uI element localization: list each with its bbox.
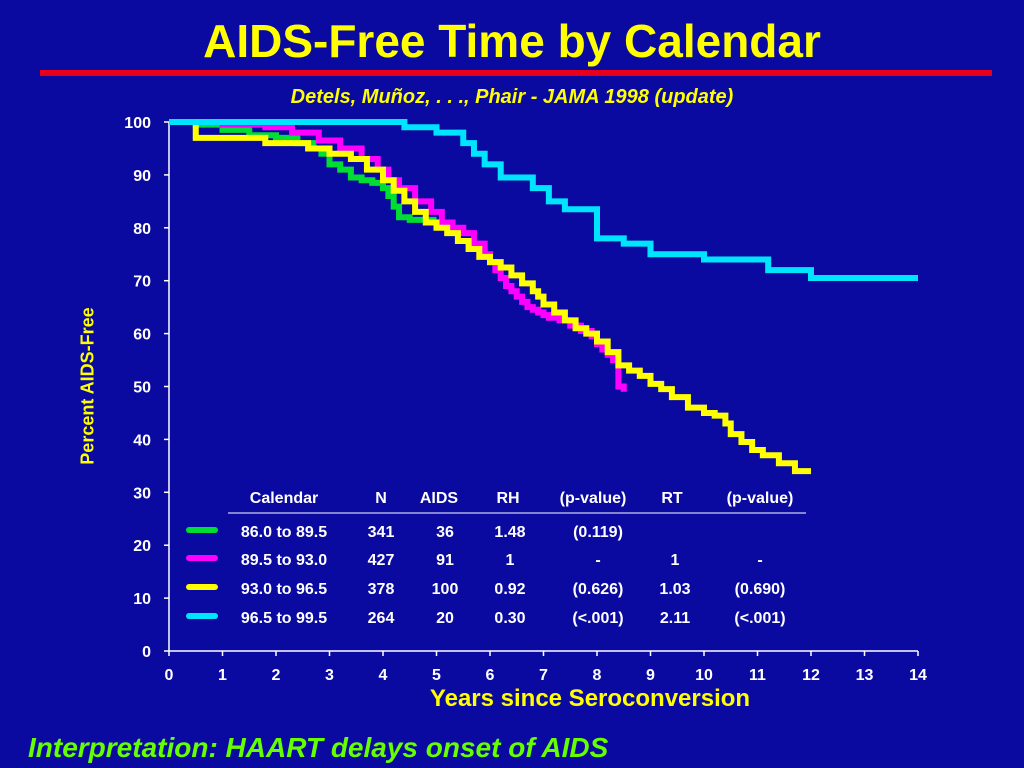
table-header-cell: Calendar: [250, 490, 318, 507]
table-header-cell: (p-value): [560, 490, 627, 507]
table-cell: 89.5 to 93.0: [241, 552, 327, 569]
legend-table: Calendar N AIDS RH (p-value) RT (p-value) 86.0 …: [186, 490, 806, 627]
x-tick-label: 11: [749, 667, 766, 684]
table-cell: 20: [436, 610, 454, 627]
x-tick-label: 7: [539, 667, 548, 684]
y-axis-label: Percent AIDS-Free: [77, 307, 98, 465]
x-tick-label: 2: [272, 667, 281, 684]
table-cell: 1: [671, 552, 680, 569]
table-cell: 2.11: [660, 610, 690, 627]
x-tick-label: 10: [695, 667, 713, 684]
x-tick-label: 6: [486, 667, 495, 684]
y-tick-label: 100: [124, 115, 151, 132]
y-tick-label: 80: [133, 221, 151, 238]
table-cell: (<.001): [734, 610, 785, 627]
table-cell: 341: [368, 524, 395, 541]
x-tick-label: 0: [165, 667, 174, 684]
interpretation-footer: Interpretation: HAART delays onset of AI…: [28, 732, 609, 763]
y-tick-label: 40: [133, 432, 151, 449]
series-lines: [169, 119, 918, 475]
y-tick-label: 30: [133, 485, 151, 502]
x-tick-label: 14: [909, 667, 927, 684]
y-tick-label: 50: [133, 380, 151, 397]
y-tick-label: 10: [133, 591, 151, 608]
table-cell: -: [595, 552, 600, 569]
table-cell: 100: [432, 581, 459, 598]
table-cell: -: [757, 552, 762, 569]
table-cell: (0.119): [573, 524, 623, 541]
table-cell: 96.5 to 99.5: [241, 610, 327, 627]
x-tick-label: 4: [379, 667, 388, 684]
table-cell: (0.626): [573, 581, 624, 598]
table-cell: 1.48: [494, 524, 525, 541]
table-header-cell: (p-value): [727, 490, 794, 507]
table-cell: 378: [368, 581, 395, 598]
slide-subtitle: Detels, Muñoz, . . ., Phair - JAMA 1998 …: [290, 86, 734, 108]
x-tick-label: 8: [593, 667, 602, 684]
series-line-93-0-to-96-5: [169, 119, 811, 475]
table-header-cell: RH: [496, 490, 519, 507]
table-cell: 93.0 to 96.5: [241, 581, 327, 598]
table-cell: 1: [506, 552, 515, 569]
y-tick-label: 60: [133, 327, 151, 344]
y-tick-label: 90: [133, 168, 151, 185]
x-tick-label: 5: [432, 667, 441, 684]
series-line-89-5-to-93-0: [169, 119, 627, 392]
x-tick-label: 13: [856, 667, 874, 684]
title-underline-rule: [40, 70, 992, 76]
x-axis-label: Years since Seroconversion: [429, 685, 751, 712]
y-tick-label: 20: [133, 538, 151, 555]
slide-title: AIDS-Free Time by Calendar: [203, 15, 821, 67]
x-tick-label: 3: [325, 667, 334, 684]
table-cell: 0.92: [494, 581, 525, 598]
y-tick-label: 70: [133, 274, 151, 291]
x-tick-label: 1: [218, 667, 227, 684]
table-cell: 427: [368, 552, 395, 569]
table-header-cell: AIDS: [420, 490, 459, 507]
table-header-cell: RT: [661, 490, 683, 507]
table-cell: 0.30: [494, 610, 525, 627]
table-cell: 1.03: [659, 581, 690, 598]
x-tick-label: 12: [802, 667, 820, 684]
series-line-86-0-to-89-5: [169, 119, 437, 223]
table-header-cell: N: [375, 490, 387, 507]
table-cell: 86.0 to 89.5: [241, 524, 327, 541]
x-tick-label: 9: [646, 667, 655, 684]
table-cell: (<.001): [572, 610, 623, 627]
y-tick-label: 0: [142, 644, 151, 661]
table-cell: 91: [436, 552, 454, 569]
table-cell: 264: [368, 610, 395, 627]
table-cell: (0.690): [735, 581, 786, 598]
series-line-96-5-to-99-5: [169, 119, 918, 282]
table-cell: 36: [436, 524, 454, 541]
